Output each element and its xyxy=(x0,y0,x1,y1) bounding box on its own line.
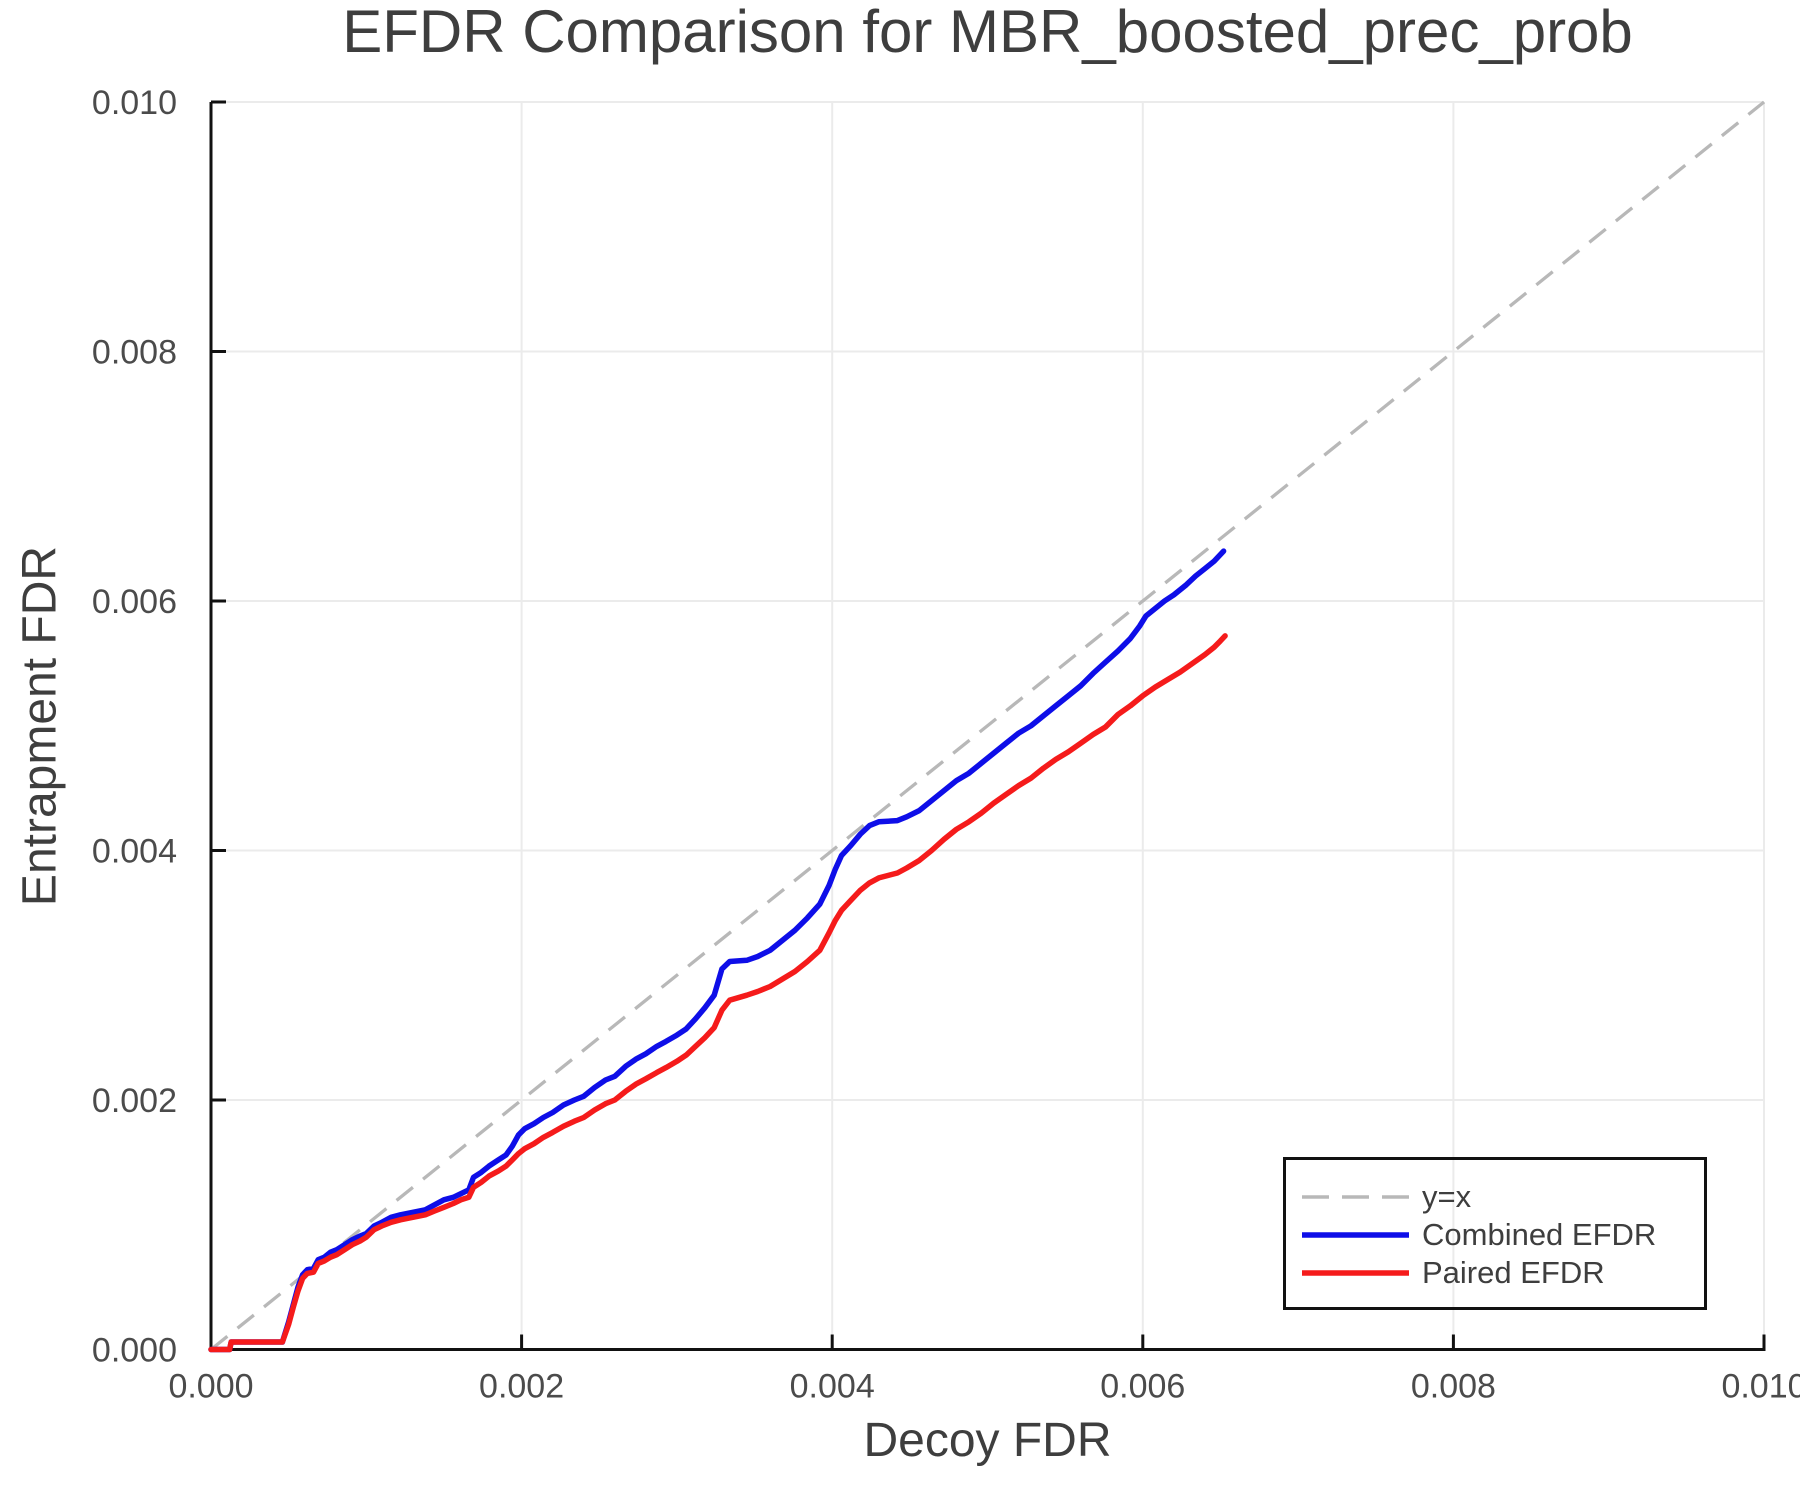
legend-line-sample xyxy=(1302,1232,1409,1238)
legend-entry: Paired EFDR xyxy=(1302,1254,1704,1292)
x-tick-label: 0.006 xyxy=(1100,1368,1185,1406)
x-axis-label: Decoy FDR xyxy=(863,1414,1112,1467)
y-tick-label: 0.002 xyxy=(92,1082,177,1120)
legend-label: Combined EFDR xyxy=(1422,1217,1657,1252)
x-tick-label: 0.010 xyxy=(1721,1368,1800,1406)
legend-line-sample xyxy=(1302,1270,1409,1276)
y-tick-label: 0.008 xyxy=(92,334,177,372)
chart-title: EFDR Comparison for MBR_boosted_prec_pro… xyxy=(342,0,1633,65)
y-tick-label: 0.000 xyxy=(92,1332,177,1370)
legend-dashed-line-sample xyxy=(1302,1195,1409,1199)
identity-line xyxy=(209,100,1766,1351)
y-tick-label: 0.006 xyxy=(92,583,177,621)
x-tick-label: 0.008 xyxy=(1411,1368,1496,1406)
legend: y=x Combined EFDR Paired EFDR xyxy=(1283,1157,1707,1310)
x-tick-label: 0.002 xyxy=(479,1368,564,1406)
y-tick-label: 0.010 xyxy=(92,84,177,122)
y-axis-label: Entrapment FDR xyxy=(13,545,67,907)
combined-efdr-line xyxy=(208,548,1227,1353)
x-tick-label: 0.004 xyxy=(790,1368,875,1406)
legend-entry: y=x xyxy=(1302,1178,1704,1216)
legend-label: y=x xyxy=(1422,1179,1472,1214)
legend-entry: Combined EFDR xyxy=(1302,1216,1704,1254)
legend-label: Paired EFDR xyxy=(1422,1255,1605,1290)
x-tick-label: 0.000 xyxy=(168,1368,253,1406)
paired-efdr-line xyxy=(208,633,1228,1353)
y-tick-label: 0.004 xyxy=(92,833,177,871)
